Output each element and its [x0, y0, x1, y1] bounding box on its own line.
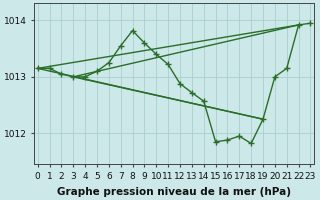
X-axis label: Graphe pression niveau de la mer (hPa): Graphe pression niveau de la mer (hPa) [57, 187, 291, 197]
